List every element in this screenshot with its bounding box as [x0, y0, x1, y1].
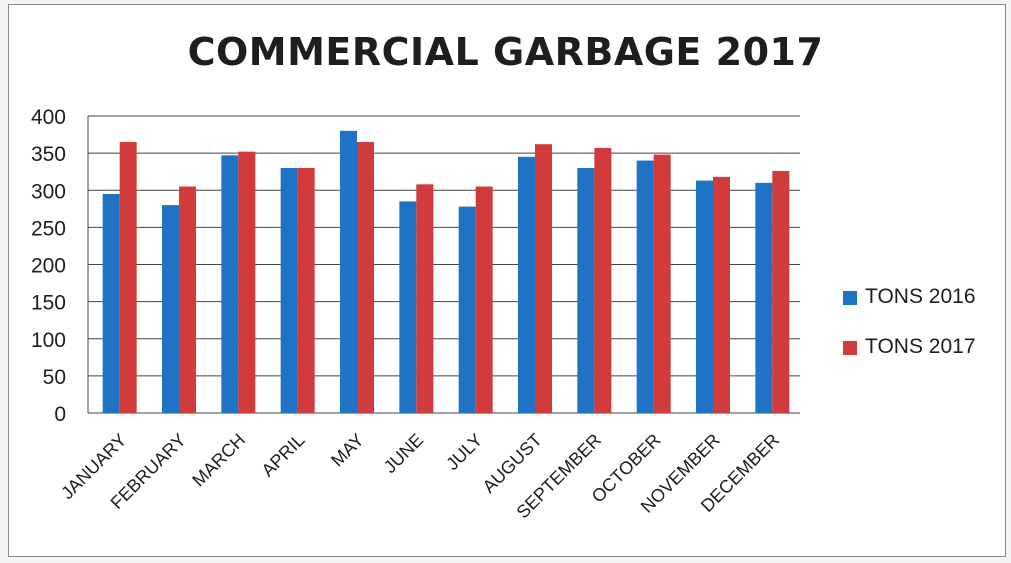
legend-swatch-2016: [843, 291, 857, 305]
bar-2017: [713, 176, 730, 413]
bar-2016: [755, 182, 773, 413]
y-tick-label: 0: [54, 403, 66, 426]
y-tick-label: 400: [31, 106, 66, 129]
bar-2016: [696, 180, 713, 413]
bar-2017: [297, 167, 315, 413]
bar-2016: [518, 156, 535, 413]
bar-2017: [357, 141, 374, 414]
y-tick-label: 250: [31, 217, 66, 240]
y-tick-label: 150: [31, 292, 66, 315]
bar-2016: [399, 201, 417, 413]
bar-2016: [162, 205, 179, 413]
bar-2016: [636, 160, 654, 413]
bar-2017: [772, 170, 790, 413]
y-tick-label: 300: [31, 180, 66, 203]
bar-2017: [653, 154, 671, 414]
bar-2016: [280, 167, 298, 413]
x-tick-label: MARCH: [188, 430, 249, 491]
y-tick-label: 200: [31, 255, 66, 278]
bar-2017: [535, 144, 552, 413]
x-tick-label: JUNE: [380, 430, 427, 477]
bar-2016: [340, 130, 357, 413]
bar-2016: [458, 206, 476, 413]
y-tick-label: 350: [31, 143, 66, 166]
y-tick-label: 50: [43, 366, 66, 389]
x-tick-label: MAY: [327, 430, 368, 471]
bar-2017: [238, 151, 256, 413]
bar-2016: [221, 155, 239, 414]
bar-2016: [102, 193, 120, 413]
bar-2016: [577, 167, 595, 413]
legend-label-2016: TONS 2016: [865, 285, 976, 308]
bar-2017: [416, 184, 434, 413]
bar-2017: [594, 147, 612, 414]
legend-label-2017: TONS 2017: [865, 335, 976, 358]
bar-2017: [475, 186, 493, 413]
chart-title: COMMERCIAL GARBAGE 2017: [187, 30, 824, 74]
legend-swatch-2017: [843, 341, 857, 355]
x-tick-label: JULY: [442, 430, 486, 474]
x-tick-label: APRIL: [258, 430, 309, 481]
y-tick-label: 100: [31, 329, 66, 352]
bar-2017: [179, 186, 196, 413]
bar-2017: [119, 141, 137, 414]
